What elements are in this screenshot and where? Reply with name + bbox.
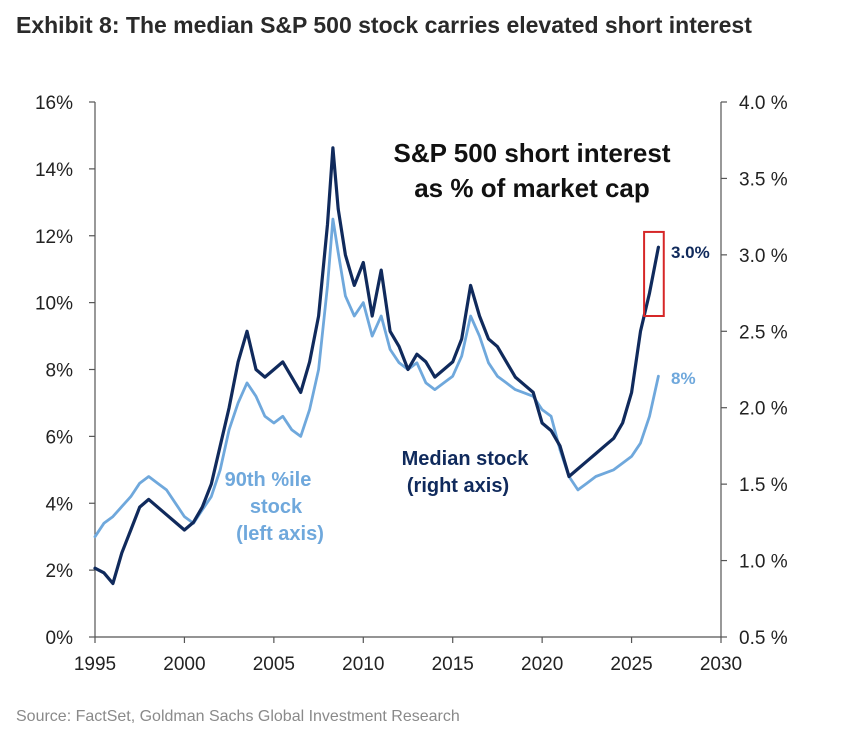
right-axis-tick-label: 0.5 % (739, 628, 788, 649)
right-axis-tick-label: 1.0 % (739, 552, 788, 573)
left-axis-tick-label: 16% (35, 93, 73, 114)
left-axis-tick-label: 12% (35, 227, 73, 248)
left-axis-tick-label: 14% (35, 160, 73, 181)
x-axis-tick-label: 2005 (253, 654, 295, 675)
x-axis-tick-label: 2025 (610, 654, 652, 675)
right-axis-tick-label: 2.0 % (739, 399, 788, 420)
left-axis-tick-label: 10% (35, 294, 73, 315)
x-axis-tick-label: 2020 (521, 654, 563, 675)
median-end-label: 3.0% (671, 243, 710, 262)
x-axis-tick-label: 1995 (74, 654, 116, 675)
x-axis-tick-label: 2000 (163, 654, 205, 675)
x-axis-tick-label: 2030 (700, 654, 742, 675)
percentile-series-label-line-2: stock (250, 496, 303, 518)
right-axis-tick-label: 3.0 % (739, 246, 788, 267)
series-line-90th-percentile (93, 217, 660, 539)
source-note: Source: FactSet, Goldman Sachs Global In… (16, 708, 460, 725)
right-axis-tick-label: 4.0 % (739, 93, 788, 114)
percentile-series-label-line-3: (left axis) (236, 523, 324, 545)
chart-title-line-2: as % of market cap (414, 173, 650, 203)
highlight-box (643, 230, 665, 317)
x-axis-tick-label: 2010 (342, 654, 384, 675)
median-series-label-line-1: Median stock (402, 448, 530, 470)
exhibit-title: Exhibit 8: The median S&P 500 stock carr… (16, 12, 752, 38)
median-series-label-line-2: (right axis) (407, 475, 509, 497)
chart-title-line-1: S&P 500 short interest (394, 138, 671, 168)
x-axis-tick-label: 2015 (432, 654, 474, 675)
percentile-series-label-line-1: 90th %ile (225, 469, 312, 491)
left-axis-tick-label: 8% (46, 361, 74, 382)
left-axis-tick-label: 2% (46, 561, 74, 582)
right-axis-tick-label: 1.5 % (739, 475, 788, 496)
right-axis-tick-label: 3.5 % (739, 169, 788, 190)
left-axis-tick-label: 4% (46, 494, 74, 515)
percentile-end-label: 8% (671, 369, 696, 388)
left-axis-tick-label: 6% (46, 427, 74, 448)
right-axis-tick-label: 2.5 % (739, 322, 788, 343)
series-line-median-stock (93, 146, 661, 586)
short-interest-chart: 0% 2% 4% 6% 8% 10% 12% 14% 16% 0.5 % 1.0 % 1.5 % 2.0… (35, 93, 788, 675)
left-axis-tick-label: 0% (46, 628, 74, 649)
